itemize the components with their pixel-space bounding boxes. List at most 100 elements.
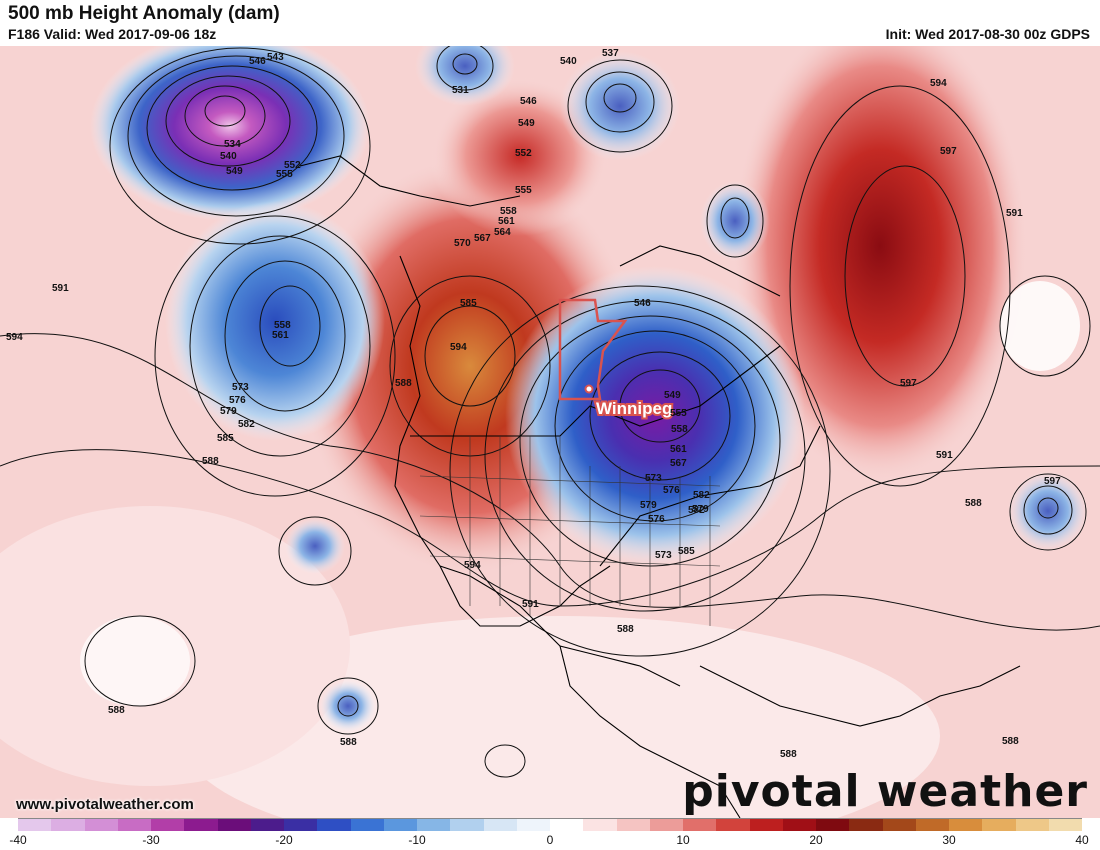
contour-label: 585 bbox=[217, 433, 234, 444]
contour-label: 558 bbox=[274, 320, 291, 331]
contour-label: 531 bbox=[452, 85, 469, 96]
colorbar-swatch bbox=[151, 819, 185, 831]
contour-label: 546 bbox=[634, 298, 651, 309]
contour-label: 579 bbox=[220, 406, 237, 417]
contour-label: 534 bbox=[224, 139, 241, 150]
colorbar-tick-label: 30 bbox=[942, 833, 956, 847]
state-boundaries bbox=[419, 436, 721, 626]
colorbar-swatch bbox=[849, 819, 883, 831]
contour-label: 567 bbox=[670, 458, 687, 469]
winnipeg-label: Winnipeg bbox=[596, 399, 672, 418]
contour-label: 573 bbox=[645, 473, 662, 484]
colorbar-swatch bbox=[483, 819, 517, 831]
contour-label: 558 bbox=[500, 206, 517, 217]
colorbar-swatch bbox=[383, 819, 417, 831]
contour-label: 555 bbox=[670, 408, 687, 419]
contour-label: 576 bbox=[229, 395, 246, 406]
map-canvas: Winnipeg 543 546 531 537 540 546 549 552… bbox=[0, 46, 1100, 818]
brand-logo: pivotal weather bbox=[682, 766, 1088, 817]
contour-label: 594 bbox=[930, 78, 947, 89]
colorbar-swatch bbox=[284, 819, 318, 831]
init-time: Init: Wed 2017-08-30 00z GDPS bbox=[885, 26, 1090, 42]
contour-label: 585 bbox=[460, 298, 477, 309]
colorbar-tick-label: 0 bbox=[546, 833, 554, 847]
colorbar-swatch bbox=[683, 819, 717, 831]
colorbar-swatch bbox=[450, 819, 484, 831]
atlantic-ridge-anomaly bbox=[730, 46, 1030, 486]
contour-label: 549 bbox=[226, 166, 243, 177]
pacific-neutral-zone bbox=[80, 616, 190, 706]
contour-label: 573 bbox=[655, 550, 672, 561]
colorbar-ticks: -40 -30 -20 -10 0 10 20 30 40 bbox=[9, 833, 1088, 847]
valid-time: F186 Valid: Wed 2017-09-06 18z bbox=[8, 26, 217, 42]
pacific-low-anomaly bbox=[285, 518, 345, 574]
colorbar-swatch bbox=[749, 819, 783, 831]
contour-label: 582 bbox=[688, 505, 705, 516]
contour-label: 543 bbox=[267, 52, 284, 63]
contour-label: 591 bbox=[52, 283, 69, 294]
colorbar-swatch bbox=[250, 819, 284, 831]
pacific-trough-anomaly bbox=[165, 201, 385, 441]
contour-label: 594 bbox=[450, 342, 467, 353]
website-credit: www.pivotalweather.com bbox=[16, 796, 194, 813]
manitoba-outline bbox=[558, 298, 628, 401]
contour-label: 552 bbox=[515, 148, 532, 159]
contour-label: 555 bbox=[515, 185, 532, 196]
contour-label: 537 bbox=[602, 48, 619, 59]
colorbar-swatch bbox=[417, 819, 451, 831]
colorbar-tick-label: 40 bbox=[1075, 833, 1089, 847]
contour-label: 588 bbox=[202, 456, 219, 467]
colorbar-swatch bbox=[117, 819, 151, 831]
colorbar-swatch bbox=[782, 819, 816, 831]
atlantic-neutral-zone bbox=[1000, 281, 1080, 371]
contour-label: 561 bbox=[498, 216, 515, 227]
contour-label: 540 bbox=[220, 151, 237, 162]
colorbar-swatch bbox=[882, 819, 916, 831]
contour-label: 573 bbox=[232, 382, 249, 393]
colorbar-swatch bbox=[583, 819, 617, 831]
contour-label: 597 bbox=[940, 146, 957, 157]
arctic-low-anomaly bbox=[415, 46, 515, 106]
contour-label-group: 543 546 531 537 540 546 549 552 555 558 … bbox=[6, 48, 1061, 760]
contour-label: 558 bbox=[671, 424, 688, 435]
contour-label: 588 bbox=[1002, 736, 1019, 747]
winnipeg-marker bbox=[584, 384, 594, 394]
colorbar-swatch bbox=[84, 819, 118, 831]
contour-label: 564 bbox=[494, 227, 511, 238]
colorbar-swatch bbox=[982, 819, 1016, 831]
colorbar-swatch bbox=[716, 819, 750, 831]
atlantic-low-anomaly bbox=[1008, 471, 1088, 551]
contour-label: 588 bbox=[108, 705, 125, 716]
map-title: 500 mb Height Anomaly (dam) bbox=[8, 3, 280, 24]
colorbar-swatch bbox=[550, 819, 584, 831]
contour-label: 540 bbox=[560, 56, 577, 67]
map-header: 500 mb Height Anomaly (dam) F186 Valid: … bbox=[0, 0, 1100, 46]
contour-label: 594 bbox=[6, 332, 23, 343]
contour-label: 582 bbox=[693, 490, 710, 501]
contour-label: 549 bbox=[518, 118, 535, 129]
colorbar-swatch bbox=[1015, 819, 1049, 831]
contour-label: 576 bbox=[648, 514, 665, 525]
labrador-low-anomaly bbox=[700, 181, 770, 261]
colorbar-swatch bbox=[184, 819, 218, 831]
colorbar-tick-label: 10 bbox=[676, 833, 690, 847]
colorbar-swatch bbox=[51, 819, 85, 831]
contour-label: 588 bbox=[617, 624, 634, 635]
colorbar-swatch bbox=[217, 819, 251, 831]
contour-label: 588 bbox=[395, 378, 412, 389]
anomaly-colorbar bbox=[18, 818, 1082, 831]
colorbar-tick-label: -10 bbox=[408, 833, 426, 847]
contour-label: 591 bbox=[1006, 208, 1023, 219]
contour-label: 579 bbox=[692, 504, 709, 515]
political-boundaries bbox=[299, 155, 1021, 818]
contour-label: 597 bbox=[1044, 476, 1061, 487]
contour-label: 570 bbox=[454, 238, 471, 249]
colorbar-swatch bbox=[616, 819, 650, 831]
contour-label: 561 bbox=[670, 444, 687, 455]
colorbar-tick-label: 20 bbox=[809, 833, 823, 847]
subtropical-low-anomaly bbox=[320, 680, 376, 732]
colorbar-tick-label: -20 bbox=[275, 833, 293, 847]
colorbar-swatch bbox=[649, 819, 683, 831]
colorbar-swatch bbox=[317, 819, 351, 831]
contour-label: 594 bbox=[464, 560, 481, 571]
